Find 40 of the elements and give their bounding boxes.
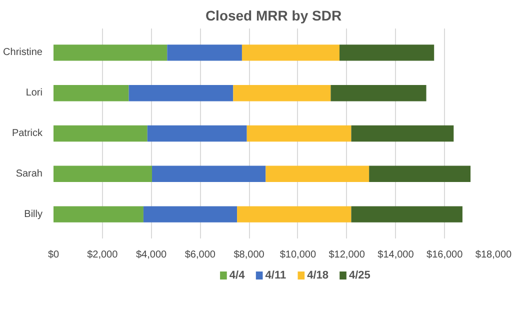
x-tick-label: $14,000	[378, 250, 414, 260]
bar	[242, 44, 340, 61]
x-tick-label: $0	[48, 250, 60, 260]
y-tick-label: Lori	[26, 88, 43, 99]
bar	[147, 125, 247, 142]
bar	[351, 125, 454, 142]
chart-title: Closed MRR by SDR	[205, 8, 342, 24]
x-tick-label: $16,000	[426, 250, 464, 260]
x-tick-label: $18,000	[475, 250, 512, 260]
bar	[351, 206, 462, 222]
x-tick-label: $2,000	[87, 250, 118, 260]
x-tick-label: $8,000	[234, 250, 265, 260]
x-tick-label: $12,000	[328, 250, 366, 260]
legend-label: 4/4	[229, 270, 246, 282]
y-tick-label: Christine	[3, 47, 43, 58]
bar	[266, 166, 370, 182]
y-tick-label: Billy	[24, 208, 43, 220]
bar	[54, 206, 144, 222]
bar	[233, 85, 331, 102]
bar	[167, 44, 242, 61]
bar	[330, 85, 426, 102]
bar	[128, 85, 234, 102]
bar	[246, 125, 352, 142]
y-tick-label: Sarah	[16, 168, 43, 180]
bar	[152, 166, 266, 182]
bar	[54, 166, 152, 182]
legend-label: 4/25	[348, 270, 370, 282]
x-tick-label: $6,000	[184, 250, 216, 260]
bar	[237, 206, 352, 222]
legend-label: 4/11	[265, 270, 286, 282]
y-tick-label: Patrick	[12, 128, 44, 139]
bar	[54, 44, 168, 61]
bar	[369, 166, 471, 182]
x-tick-label: $4,000	[136, 250, 168, 260]
bar	[54, 125, 148, 142]
bar	[340, 44, 434, 61]
legend-label: 4/18	[307, 270, 329, 282]
x-tick-label: $10,000	[280, 250, 316, 260]
bar	[143, 206, 238, 222]
bar	[54, 85, 129, 102]
